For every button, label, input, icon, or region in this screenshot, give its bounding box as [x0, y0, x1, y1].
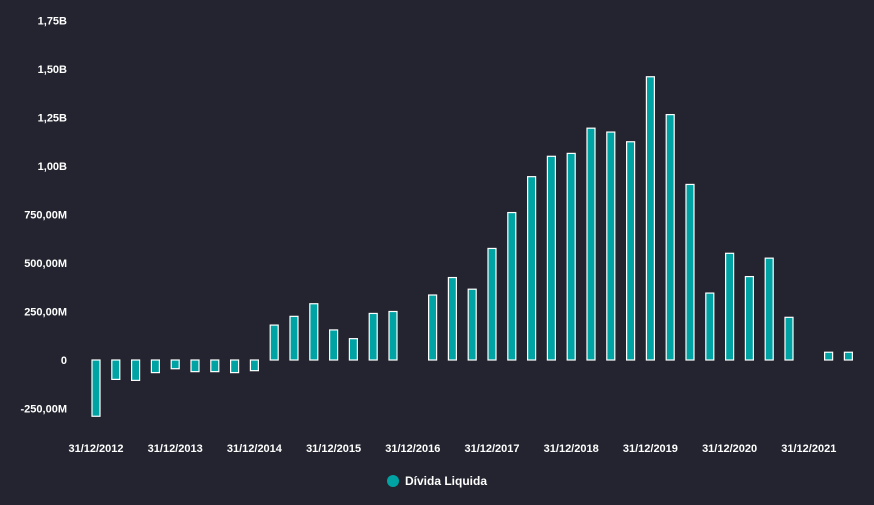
bar[interactable]	[111, 359, 121, 380]
bar[interactable]	[467, 288, 477, 361]
bar[interactable]	[170, 359, 180, 370]
x-tick-label: 31/12/2019	[623, 443, 678, 455]
x-tick-label: 31/12/2017	[464, 443, 519, 455]
x-tick-label: 31/12/2013	[148, 443, 203, 455]
y-tick-label: 1,50B	[38, 64, 67, 76]
legend-label: Dívida Liquida	[404, 474, 487, 488]
x-tick-label: 31/12/2018	[544, 443, 599, 455]
bar[interactable]	[526, 176, 537, 361]
y-tick-label: 250,00M	[24, 307, 67, 319]
bar[interactable]	[150, 359, 160, 374]
bar[interactable]	[428, 294, 438, 361]
y-tick-label: 500,00M	[24, 258, 67, 270]
bar[interactable]	[665, 113, 675, 361]
y-axis-ticks: 1,75B 1,50B 1,25B 1,00B 750,00M 500,00M 250,00…	[21, 16, 68, 416]
bar[interactable]	[329, 329, 339, 361]
bar[interactable]	[586, 127, 596, 361]
bar[interactable]	[487, 247, 497, 361]
y-tick-label: 0	[61, 355, 67, 367]
bar[interactable]	[764, 257, 774, 361]
y-tick-label: -250,00M	[21, 404, 67, 416]
x-axis-ticks: 31/12/2012 31/12/2013 31/12/2014 31/12/2015…	[68, 443, 836, 455]
bar[interactable]	[131, 359, 141, 381]
y-tick-label: 1,75B	[38, 16, 67, 28]
x-tick-label: 31/12/2021	[781, 443, 836, 455]
bar[interactable]	[348, 338, 358, 361]
bar[interactable]	[507, 211, 517, 361]
bar[interactable]	[784, 316, 794, 361]
bar[interactable]	[705, 292, 715, 361]
x-tick-label: 31/12/2015	[306, 443, 361, 455]
legend-marker-icon	[386, 475, 399, 487]
x-tick-label: 31/12/2020	[702, 443, 757, 455]
bar[interactable]	[388, 310, 398, 361]
x-tick-label: 31/12/2014	[227, 443, 283, 455]
bar[interactable]	[645, 76, 656, 361]
bar[interactable]	[309, 303, 319, 361]
y-tick-label: 750,00M	[24, 210, 67, 222]
bar[interactable]	[606, 131, 616, 361]
bar[interactable]	[546, 155, 557, 361]
bar[interactable]	[843, 351, 854, 361]
bar[interactable]	[230, 359, 240, 374]
x-tick-label: 31/12/2012	[68, 443, 123, 455]
bar[interactable]	[210, 359, 220, 373]
bar[interactable]	[823, 351, 834, 361]
bar[interactable]	[625, 141, 636, 361]
bar[interactable]	[724, 252, 735, 361]
bar[interactable]	[566, 152, 576, 361]
bar[interactable]	[685, 183, 695, 361]
bar[interactable]	[190, 359, 200, 373]
bar[interactable]	[289, 315, 299, 361]
bar[interactable]	[447, 276, 457, 361]
y-tick-label: 1,25B	[38, 113, 67, 125]
bar[interactable]	[744, 275, 755, 361]
bar[interactable]	[368, 312, 378, 361]
bar[interactable]	[269, 324, 279, 361]
legend[interactable]: Dívida Liquida	[0, 472, 874, 490]
y-tick-label: 1,00B	[38, 161, 67, 173]
bars	[91, 76, 854, 417]
bar[interactable]	[91, 359, 101, 417]
bar-chart: 1,75B 1,50B 1,25B 1,00B 750,00M 500,00M 250,00…	[21, 16, 854, 455]
bar[interactable]	[249, 359, 259, 372]
x-tick-label: 31/12/2016	[385, 443, 440, 455]
